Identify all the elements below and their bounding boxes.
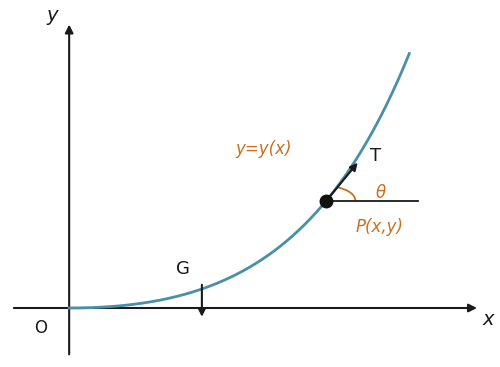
- Text: y=y(x): y=y(x): [235, 139, 292, 158]
- Text: T: T: [370, 147, 381, 165]
- Text: O: O: [34, 319, 46, 337]
- Text: G: G: [176, 259, 190, 278]
- Text: x: x: [482, 310, 494, 329]
- Text: y: y: [47, 7, 58, 25]
- Text: θ: θ: [376, 185, 386, 203]
- Text: P(x,y): P(x,y): [356, 218, 404, 236]
